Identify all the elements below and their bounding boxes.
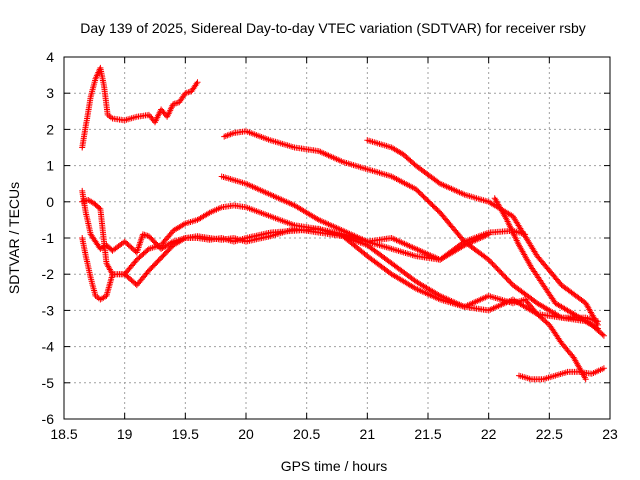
data-point — [435, 179, 442, 186]
data-point — [194, 79, 201, 86]
data-point — [486, 258, 493, 265]
y-tick-label: -6 — [42, 411, 55, 427]
x-tick-label: 23 — [602, 426, 618, 442]
data-point — [499, 271, 506, 278]
data-point — [506, 278, 513, 285]
data-point — [488, 259, 495, 266]
data-point — [504, 276, 511, 283]
x-tick-label: 21.5 — [414, 426, 441, 442]
series-track-6 — [218, 173, 492, 263]
data-point — [493, 264, 500, 271]
axis-ticks — [63, 56, 611, 420]
data-point — [599, 331, 606, 338]
series-track-9 — [516, 365, 607, 383]
y-tick-label: -2 — [42, 266, 55, 282]
data-point — [494, 266, 501, 273]
data-point — [96, 205, 103, 211]
x-tick-label: 20.5 — [293, 426, 320, 442]
y-tick-label: -3 — [42, 302, 55, 318]
data-marks — [79, 64, 607, 383]
y-tick-label: -4 — [42, 339, 55, 355]
data-point — [485, 231, 492, 238]
data-point — [600, 365, 607, 372]
series-track-8 — [491, 195, 607, 339]
series-track-4 — [79, 197, 589, 383]
x-tick-label: 21 — [360, 426, 376, 442]
x-tick-label: 19.5 — [172, 426, 199, 442]
data-point — [498, 270, 505, 277]
data-point — [582, 376, 589, 383]
x-tick-label: 22.5 — [536, 426, 563, 442]
data-point — [594, 321, 601, 328]
series-track-5 — [221, 128, 601, 332]
data-point — [144, 247, 151, 254]
data-point — [503, 275, 510, 282]
tick-labels: 18.5 19 19.5 20 20.5 21 21.5 22 22.5 23-6-5-4-3-2… — [42, 49, 618, 442]
y-tick-label: -5 — [42, 375, 55, 391]
x-axis-label: GPS time / hours — [281, 458, 388, 474]
y-tick-label: 3 — [46, 85, 54, 101]
x-tick-label: 19 — [117, 426, 133, 442]
y-axis-label: SDTVAR / TECUs — [6, 182, 22, 294]
x-tick-label: 20 — [238, 426, 254, 442]
x-tick-label: 18.5 — [50, 426, 77, 442]
data-point — [489, 260, 496, 267]
y-tick-label: 1 — [46, 158, 54, 174]
data-point — [600, 332, 607, 339]
x-tick-label: 22 — [481, 426, 497, 442]
chart-title: Day 139 of 2025, Sidereal Day-to-day VTE… — [80, 20, 586, 36]
series-track-1 — [79, 64, 201, 151]
y-tick-label: 2 — [46, 121, 54, 137]
y-tick-label: 0 — [46, 194, 54, 210]
y-tick-label: 4 — [46, 49, 54, 65]
y-tick-label: -1 — [42, 230, 55, 246]
